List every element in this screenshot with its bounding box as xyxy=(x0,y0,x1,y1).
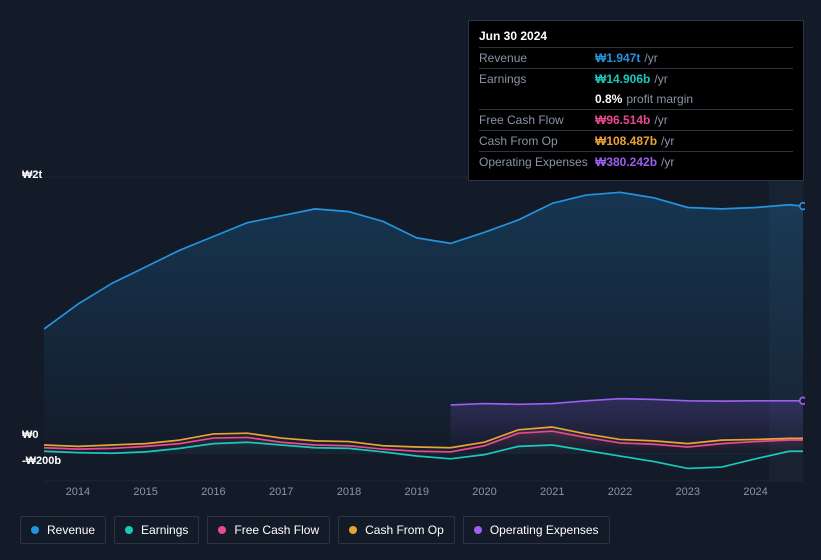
legend-label: Revenue xyxy=(47,523,95,537)
tooltip-row: Earnings₩14.906b/yr xyxy=(479,68,793,89)
tooltip-date: Jun 30 2024 xyxy=(479,29,793,47)
x-axis-label: 2017 xyxy=(269,486,293,498)
y-axis-label: ₩0 xyxy=(22,429,39,441)
x-axis-label: 2022 xyxy=(608,486,632,498)
tooltip-row-label: Earnings xyxy=(479,72,595,86)
legend-label: Earnings xyxy=(141,523,188,537)
legend-dot-icon xyxy=(125,526,133,534)
tooltip-row-value: ₩108.487b/yr xyxy=(595,134,674,148)
tooltip-row-value: 0.8%profit margin xyxy=(595,92,693,106)
legend-item[interactable]: Cash From Op xyxy=(338,516,455,544)
tooltip-row: Operating Expenses₩380.242b/yr xyxy=(479,151,793,172)
tooltip-row-label: Operating Expenses xyxy=(479,155,595,169)
x-axis: 2014 2015 2016 2017 2018 2019 2020 2021 2022 2023… xyxy=(16,486,805,502)
tooltip-row-value: ₩1.947t/yr xyxy=(595,51,658,65)
legend-dot-icon xyxy=(349,526,357,534)
x-axis-label: 2014 xyxy=(66,486,90,498)
tooltip-row: Free Cash Flow₩96.514b/yr xyxy=(479,109,793,130)
legend-item[interactable]: Revenue xyxy=(20,516,106,544)
legend-item[interactable]: Free Cash Flow xyxy=(207,516,330,544)
tooltip-row: Revenue₩1.947t/yr xyxy=(479,47,793,68)
x-axis-label: 2015 xyxy=(133,486,157,498)
tooltip-row-label: Cash From Op xyxy=(479,134,595,148)
legend-dot-icon xyxy=(31,526,39,534)
legend-label: Operating Expenses xyxy=(490,523,599,537)
x-axis-label: 2019 xyxy=(404,486,428,498)
legend-dot-icon xyxy=(218,526,226,534)
legend-dot-icon xyxy=(474,526,482,534)
x-axis-label: 2016 xyxy=(201,486,225,498)
y-axis-label: -₩200b xyxy=(22,455,61,467)
tooltip-row: Cash From Op₩108.487b/yr xyxy=(479,130,793,151)
legend-label: Cash From Op xyxy=(365,523,444,537)
legend-label: Free Cash Flow xyxy=(234,523,319,537)
chart-tooltip: Jun 30 2024 Revenue₩1.947t/yrEarnings₩14… xyxy=(468,20,804,181)
x-axis-label: 2023 xyxy=(676,486,700,498)
y-axis-label: ₩2t xyxy=(22,169,42,181)
tooltip-row-label xyxy=(479,92,595,106)
tooltip-row-label: Free Cash Flow xyxy=(479,113,595,127)
legend-item[interactable]: Operating Expenses xyxy=(463,516,610,544)
financial-chart[interactable] xyxy=(16,158,805,500)
tooltip-row-value: ₩96.514b/yr xyxy=(595,113,668,127)
tooltip-row: 0.8%profit margin xyxy=(479,89,793,109)
x-axis-label: 2020 xyxy=(472,486,496,498)
x-axis-label: 2024 xyxy=(743,486,767,498)
tooltip-row-value: ₩380.242b/yr xyxy=(595,155,674,169)
x-axis-label: 2021 xyxy=(540,486,564,498)
tooltip-row-value: ₩14.906b/yr xyxy=(595,72,668,86)
tooltip-row-label: Revenue xyxy=(479,51,595,65)
legend-item[interactable]: Earnings xyxy=(114,516,199,544)
chart-legend: Revenue Earnings Free Cash Flow Cash From O… xyxy=(20,516,610,544)
x-axis-label: 2018 xyxy=(337,486,361,498)
